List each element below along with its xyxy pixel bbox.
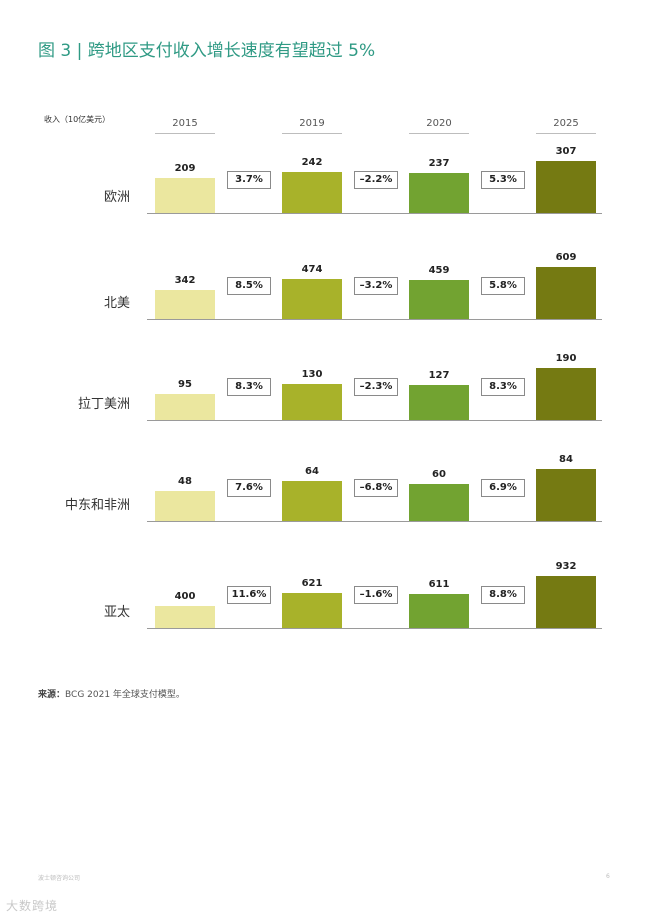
bar-2019 xyxy=(282,481,342,521)
bar-2020 xyxy=(409,484,469,521)
bar-value-label: 609 xyxy=(555,252,577,263)
region-label: 拉丁美洲 xyxy=(77,397,130,412)
growth-rate-badge: 11.6% xyxy=(227,586,271,604)
bar-2025 xyxy=(536,576,596,628)
bar-value-label: 48 xyxy=(178,476,192,487)
growth-rate-badge: –2.2% xyxy=(354,171,398,189)
growth-rate-badge: 8.3% xyxy=(227,378,271,396)
bar-2025 xyxy=(536,267,596,319)
source-note: 来源：BCG 2021 年全球支付模型。 xyxy=(38,687,185,700)
bar-value-label: 64 xyxy=(305,466,319,477)
bar-2015 xyxy=(155,606,215,628)
watermark: 大数跨境 xyxy=(6,899,59,913)
bar-value-label: 611 xyxy=(428,579,450,590)
growth-rate-badge: 5.3% xyxy=(481,171,525,189)
bar-2025 xyxy=(536,368,596,420)
year-label: 2020 xyxy=(426,118,452,129)
bar-2019 xyxy=(282,279,342,319)
year-header-2015: 2015 xyxy=(155,118,215,134)
bar-2019 xyxy=(282,172,342,213)
bar-2019 xyxy=(282,593,342,628)
region-label: 欧洲 xyxy=(103,190,130,205)
bar-2020 xyxy=(409,594,469,628)
growth-rate-badge: 8.5% xyxy=(227,277,271,295)
bar-value-label: 130 xyxy=(301,369,323,380)
year-header-2020: 2020 xyxy=(409,118,469,134)
region-label: 中东和非洲 xyxy=(64,498,130,513)
bar-2020 xyxy=(409,280,469,319)
bar-value-label: 60 xyxy=(432,469,446,480)
bar-2015 xyxy=(155,290,215,319)
bar-value-label: 342 xyxy=(174,275,196,286)
growth-rate-badge: 3.7% xyxy=(227,171,271,189)
unit-label: 收入（10亿美元） xyxy=(44,115,111,124)
growth-rate-badge: 7.6% xyxy=(227,479,271,497)
growth-rate-badge: 8.8% xyxy=(481,586,525,604)
group-baseline xyxy=(147,319,602,320)
bar-2020 xyxy=(409,173,469,213)
growth-rate-badge: –3.2% xyxy=(354,277,398,295)
bar-value-label: 127 xyxy=(428,370,450,381)
bar-value-label: 400 xyxy=(174,591,196,602)
bar-2025 xyxy=(536,469,596,521)
bar-value-label: 95 xyxy=(178,379,192,390)
region-label: 北美 xyxy=(103,296,130,311)
bar-value-label: 84 xyxy=(559,454,573,465)
year-label: 2025 xyxy=(553,118,579,129)
bar-value-label: 307 xyxy=(555,146,577,157)
growth-rate-badge: –2.3% xyxy=(354,378,398,396)
bar-2015 xyxy=(155,491,215,521)
year-header-2025: 2025 xyxy=(536,118,596,134)
year-header-2019: 2019 xyxy=(282,118,342,134)
year-divider xyxy=(536,133,596,134)
bar-value-label: 237 xyxy=(428,158,450,169)
year-label: 2019 xyxy=(299,118,325,129)
chart-title: 图 3 | 跨地区支付收入增长速度有望超过 5% xyxy=(38,41,376,61)
bar-value-label: 474 xyxy=(301,264,323,275)
group-baseline xyxy=(147,420,602,421)
region-label: 亚太 xyxy=(103,605,130,620)
growth-rate-badge: 6.9% xyxy=(481,479,525,497)
bar-value-label: 209 xyxy=(174,163,196,174)
year-divider xyxy=(409,133,469,134)
source-label: 来源： xyxy=(38,690,66,700)
bar-2015 xyxy=(155,394,215,420)
bar-2020 xyxy=(409,385,469,420)
year-divider xyxy=(282,133,342,134)
bar-value-label: 621 xyxy=(301,578,323,589)
bar-value-label: 932 xyxy=(555,561,577,572)
growth-rate-badge: 8.3% xyxy=(481,378,525,396)
bar-2019 xyxy=(282,384,342,420)
bar-2025 xyxy=(536,161,596,213)
bar-value-label: 242 xyxy=(301,157,323,168)
group-baseline xyxy=(147,213,602,214)
growth-rate-badge: 5.8% xyxy=(481,277,525,295)
year-label: 2015 xyxy=(172,118,198,129)
growth-rate-badge: –1.6% xyxy=(354,586,398,604)
bar-2015 xyxy=(155,178,215,213)
source-text: BCG 2021 年全球支付模型。 xyxy=(65,690,185,700)
group-baseline xyxy=(147,628,602,629)
group-baseline xyxy=(147,521,602,522)
footer-publisher: 波士顿咨询公司 xyxy=(38,875,81,882)
page-number: 6 xyxy=(606,873,610,880)
year-divider xyxy=(155,133,215,134)
growth-rate-badge: –6.8% xyxy=(354,479,398,497)
bar-value-label: 459 xyxy=(428,265,450,276)
bar-value-label: 190 xyxy=(555,353,577,364)
